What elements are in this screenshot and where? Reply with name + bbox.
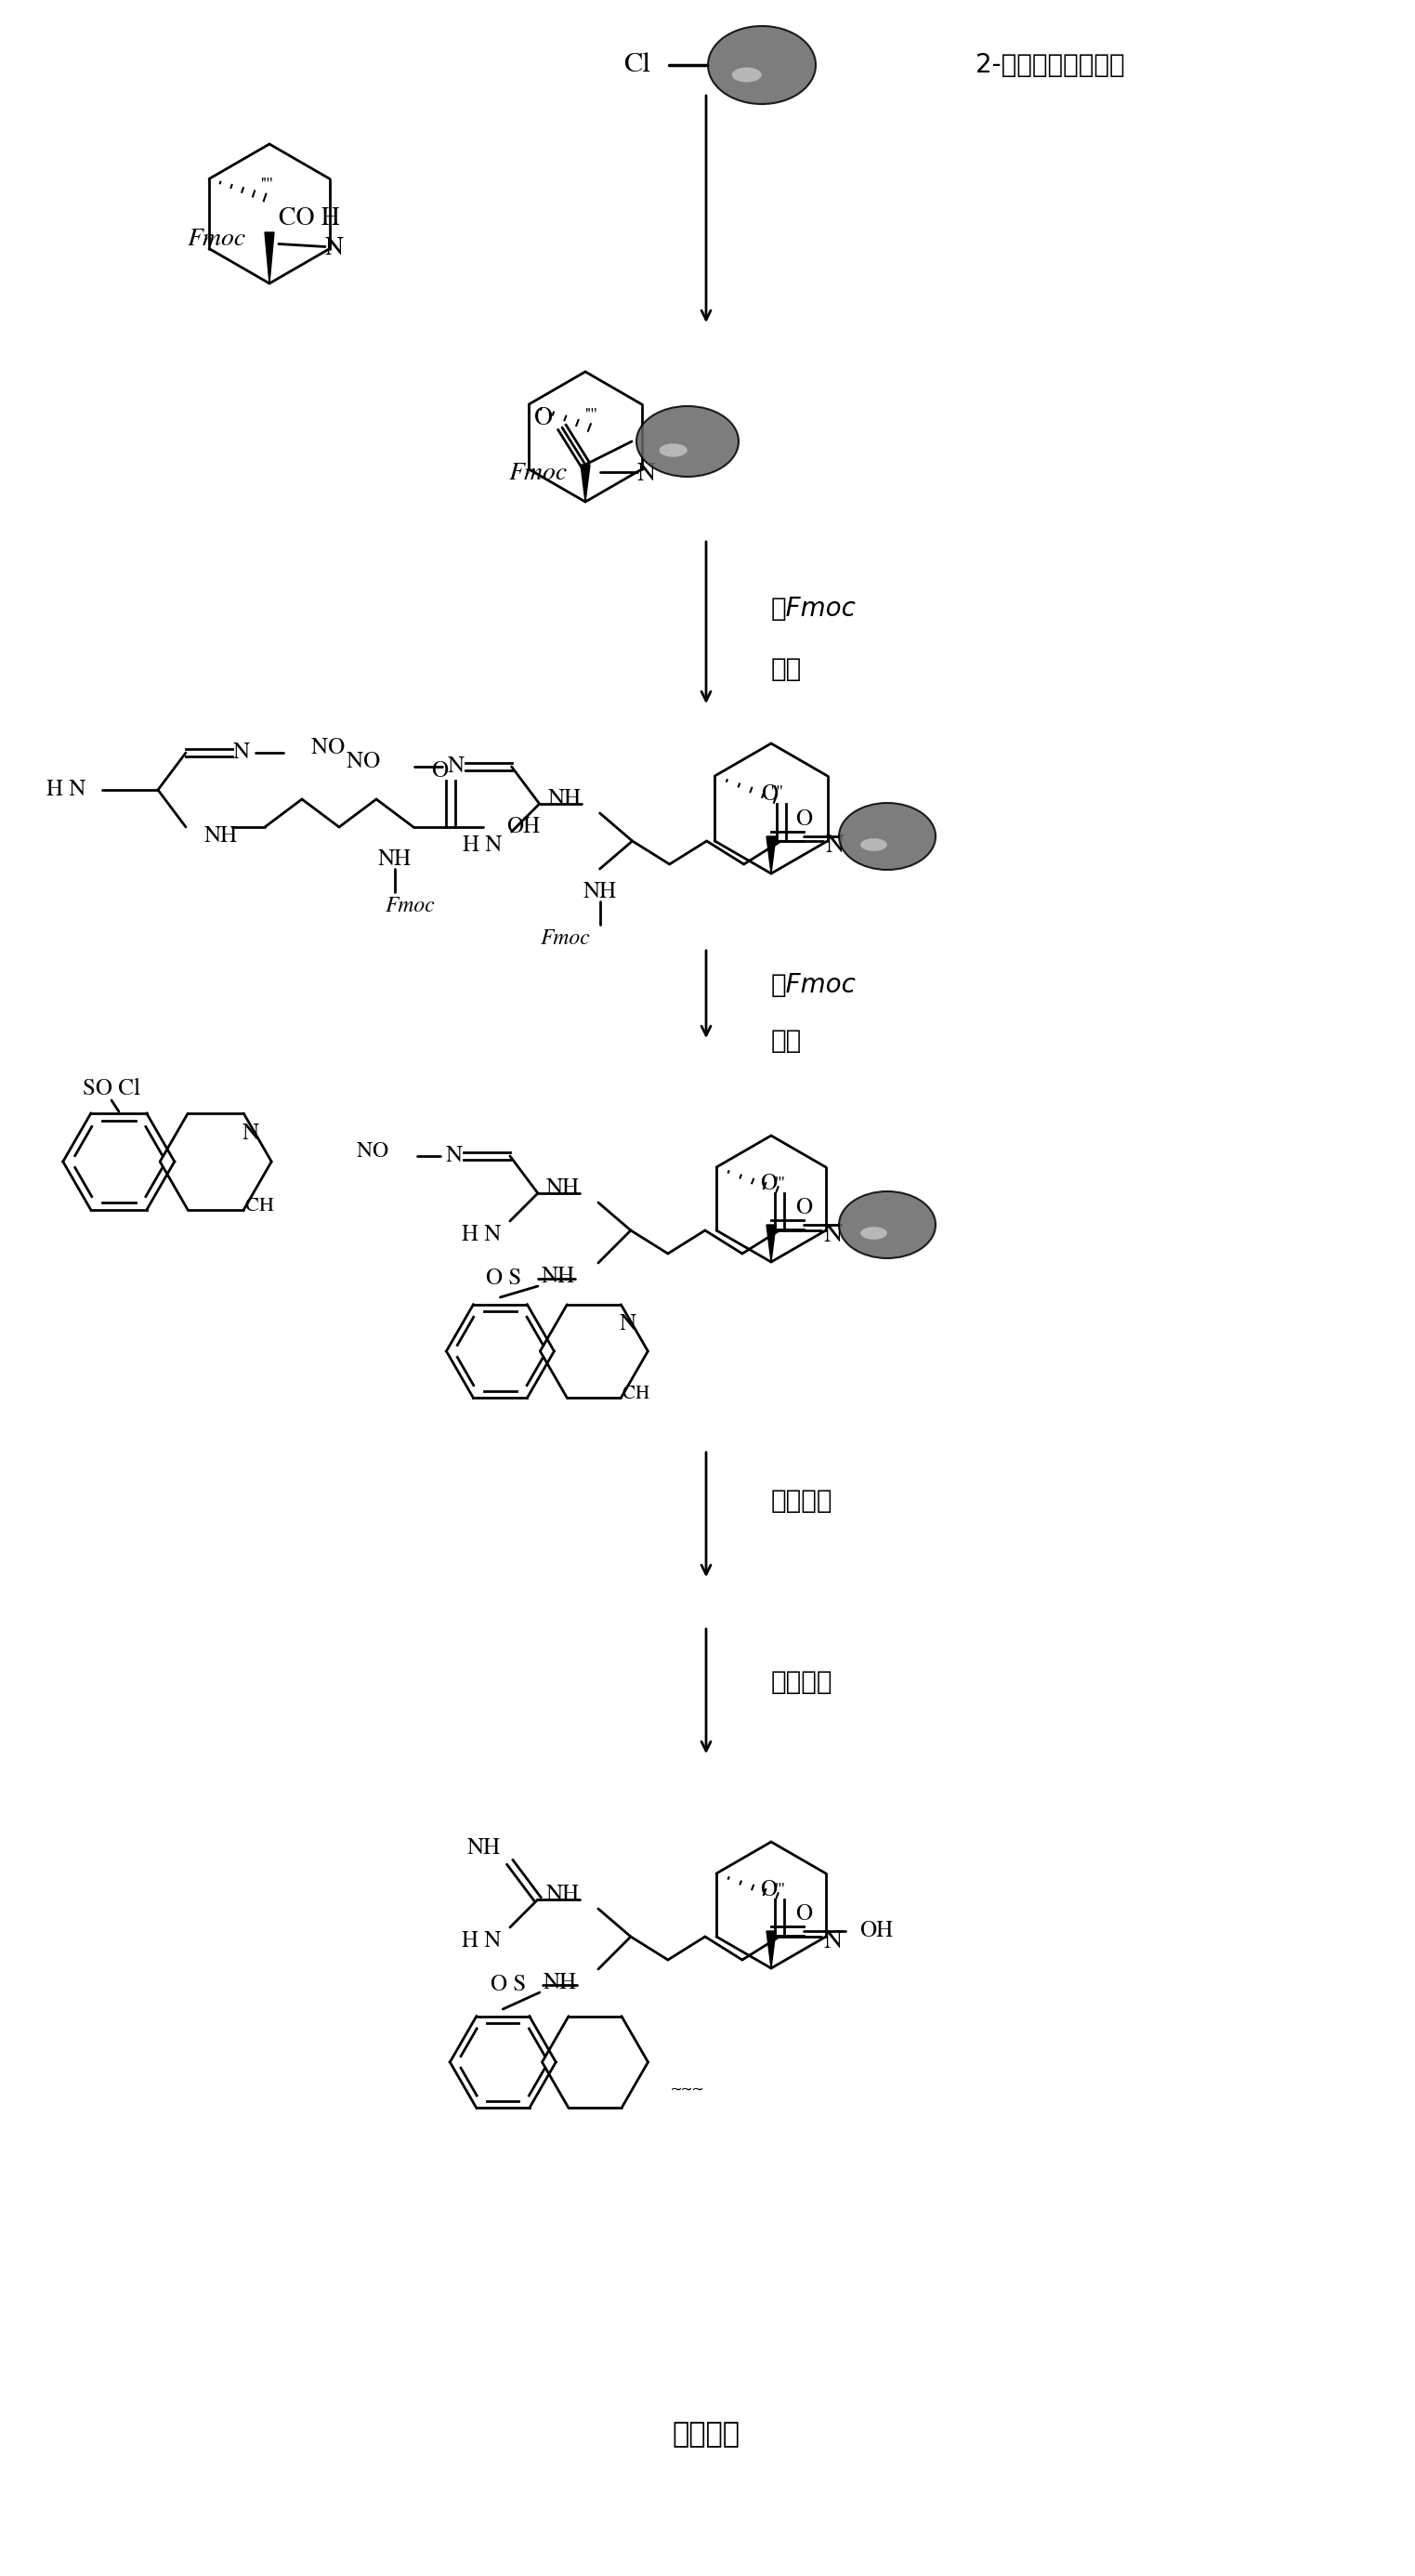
Text: O₂S: O₂S <box>485 1267 521 1291</box>
Text: H₂N: H₂N <box>461 1224 501 1247</box>
Text: ~~~: ~~~ <box>669 2079 703 2097</box>
Polygon shape <box>767 1224 775 1262</box>
Text: NO₂: NO₂ <box>357 1141 393 1162</box>
Text: Fmoc: Fmoc <box>187 227 246 250</box>
Text: '''': '''' <box>771 786 782 801</box>
Text: '''': '''' <box>773 1177 785 1193</box>
Text: OH: OH <box>507 817 541 837</box>
Text: CO₂H: CO₂H <box>279 206 340 229</box>
Polygon shape <box>265 232 275 283</box>
Text: 去Fmoc: 去Fmoc <box>771 971 856 997</box>
Text: O: O <box>795 1198 812 1218</box>
Ellipse shape <box>637 407 739 477</box>
Text: O: O <box>795 809 812 832</box>
Text: N: N <box>637 461 655 487</box>
Text: Fmoc: Fmoc <box>508 464 567 484</box>
Text: NH: NH <box>583 881 617 904</box>
Text: '''': '''' <box>773 1883 785 1899</box>
Text: NH: NH <box>542 1265 574 1288</box>
Text: N: N <box>233 742 250 765</box>
Text: Cl: Cl <box>624 52 651 77</box>
Text: N: N <box>824 1929 842 1953</box>
Ellipse shape <box>839 1190 935 1257</box>
Polygon shape <box>767 1932 775 1968</box>
Text: H₂N: H₂N <box>461 1929 501 1953</box>
Text: O: O <box>795 1904 812 1924</box>
Text: 2-氯三苯甲基氯树脂: 2-氯三苯甲基氯树脂 <box>975 52 1125 77</box>
Text: NH: NH <box>546 1177 580 1200</box>
Text: NH: NH <box>467 1837 501 1860</box>
Text: 缩合: 缩合 <box>771 657 802 683</box>
Text: O: O <box>760 1172 777 1195</box>
Text: NH: NH <box>378 848 412 871</box>
Text: N: N <box>825 835 845 858</box>
Text: OH: OH <box>859 1919 893 1942</box>
Text: 缩合: 缩合 <box>771 1028 802 1054</box>
Text: NH: NH <box>204 824 238 848</box>
Ellipse shape <box>860 1226 887 1239</box>
Text: N: N <box>242 1123 259 1144</box>
Text: Fmoc: Fmoc <box>385 896 436 917</box>
Text: NH: NH <box>548 788 582 811</box>
Text: N: N <box>620 1314 637 1334</box>
Ellipse shape <box>860 837 887 850</box>
Ellipse shape <box>708 26 815 103</box>
Text: N: N <box>446 1144 463 1167</box>
Text: N: N <box>447 755 464 778</box>
Text: N: N <box>325 237 344 260</box>
Text: O₂S: O₂S <box>490 1973 526 1996</box>
Text: CH₃: CH₃ <box>245 1198 279 1216</box>
Text: 催化氢化: 催化氢化 <box>771 1669 833 1695</box>
Text: NH: NH <box>546 1883 580 1906</box>
Text: 裂解切割: 裂解切割 <box>771 1489 833 1515</box>
Polygon shape <box>767 837 775 873</box>
Text: 阿加曲班: 阿加曲班 <box>672 2421 740 2447</box>
Text: O: O <box>432 760 449 783</box>
Text: Fmoc: Fmoc <box>541 927 590 948</box>
Text: SO₂Cl: SO₂Cl <box>82 1077 140 1100</box>
Text: NO₂: NO₂ <box>347 750 386 773</box>
Text: NH: NH <box>543 1973 577 1994</box>
Ellipse shape <box>732 67 761 82</box>
Ellipse shape <box>839 804 935 871</box>
Text: H₂N: H₂N <box>47 778 86 801</box>
Text: O: O <box>760 1878 777 1901</box>
Text: CH₃: CH₃ <box>623 1386 655 1404</box>
Text: 去Fmoc: 去Fmoc <box>771 595 856 621</box>
Polygon shape <box>580 464 590 502</box>
Text: N: N <box>824 1224 842 1247</box>
Ellipse shape <box>659 443 688 456</box>
Text: H₂N: H₂N <box>463 835 502 858</box>
Text: O: O <box>535 407 553 430</box>
Text: '''': '''' <box>584 407 597 422</box>
Text: O: O <box>761 783 778 806</box>
Text: NO₂: NO₂ <box>311 737 351 760</box>
Text: '''': '''' <box>260 178 273 193</box>
